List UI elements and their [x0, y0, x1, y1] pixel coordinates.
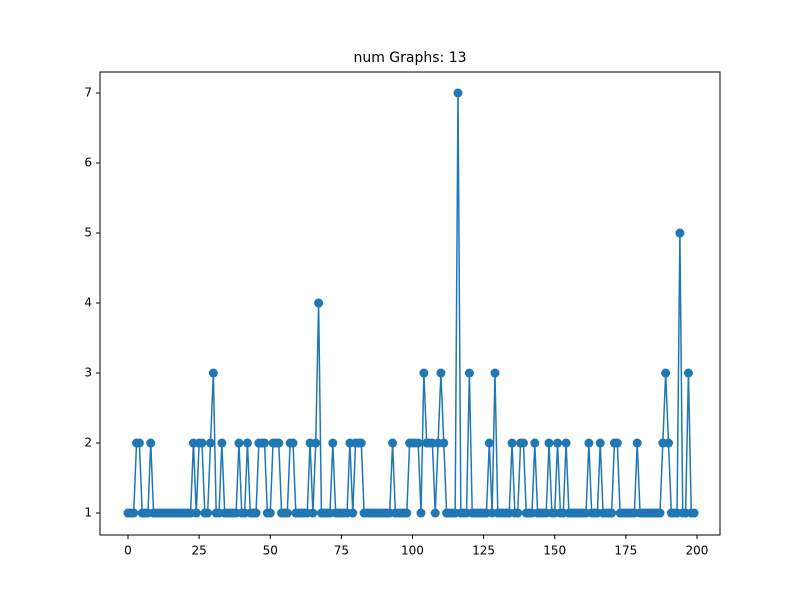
point	[205, 438, 215, 448]
point	[595, 438, 605, 448]
point	[242, 438, 252, 448]
point	[388, 438, 398, 448]
point	[197, 438, 207, 448]
point	[274, 438, 284, 448]
x-tick-label: 200	[686, 544, 709, 558]
y-tick-label: 2	[84, 436, 92, 450]
point	[453, 88, 463, 98]
y-tick-label: 7	[84, 86, 92, 100]
point	[518, 438, 528, 448]
x-tick-label: 75	[334, 544, 349, 558]
point	[430, 508, 440, 518]
point	[484, 438, 494, 448]
point	[490, 368, 500, 378]
point	[607, 508, 617, 518]
chart-title: num Graphs: 13	[353, 50, 466, 66]
plot-frame	[99, 71, 721, 536]
point	[439, 438, 449, 448]
y-tick-label: 6	[84, 156, 92, 170]
point	[191, 508, 201, 518]
point	[507, 438, 517, 448]
point	[584, 438, 594, 448]
point	[683, 368, 693, 378]
y-tick-label: 5	[84, 226, 92, 240]
x-tick-label: 50	[263, 544, 278, 558]
point	[282, 508, 292, 518]
point	[513, 508, 523, 518]
point	[348, 508, 358, 518]
point	[661, 368, 671, 378]
point	[356, 438, 366, 448]
point	[689, 508, 699, 518]
point	[265, 508, 275, 518]
point	[203, 508, 213, 518]
x-tick-label: 100	[401, 544, 424, 558]
y-tick-label: 1	[84, 506, 92, 520]
point	[632, 438, 642, 448]
point	[402, 508, 412, 518]
point	[260, 438, 270, 448]
point	[436, 368, 446, 378]
point	[553, 438, 563, 448]
point	[234, 438, 244, 448]
point	[530, 438, 540, 448]
point	[288, 438, 298, 448]
point	[134, 438, 144, 448]
point	[612, 438, 622, 448]
y-tick-label: 4	[84, 296, 92, 310]
x-tick-label: 25	[191, 544, 206, 558]
x-tick-label: 0	[124, 544, 132, 558]
x-tick-label: 150	[543, 544, 566, 558]
x-tick-label: 175	[614, 544, 637, 558]
point	[655, 508, 665, 518]
point	[314, 298, 324, 308]
point	[664, 438, 674, 448]
point	[217, 438, 227, 448]
point	[675, 228, 685, 238]
point	[413, 438, 423, 448]
point	[208, 368, 218, 378]
point	[544, 438, 554, 448]
point	[416, 508, 426, 518]
point	[328, 438, 338, 448]
x-tick-label: 125	[472, 544, 495, 558]
point	[251, 508, 261, 518]
point	[146, 438, 156, 448]
y-tick-label: 3	[84, 366, 92, 380]
point	[311, 438, 321, 448]
point	[308, 508, 318, 518]
point	[464, 368, 474, 378]
point	[561, 438, 571, 448]
point	[419, 368, 429, 378]
point	[129, 508, 139, 518]
